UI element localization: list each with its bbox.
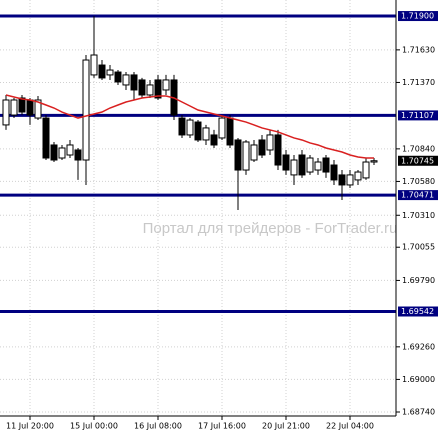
candle-body xyxy=(26,99,34,116)
y-tick-label: 1.71630 xyxy=(402,45,435,54)
candle-body xyxy=(194,121,202,141)
x-tick-label: 15 Jul 00:00 xyxy=(70,422,118,431)
candle-body xyxy=(338,174,346,186)
level-label-bg xyxy=(398,190,438,201)
candle-body xyxy=(2,99,10,126)
level-label-bg xyxy=(398,306,438,317)
candle-body xyxy=(362,161,370,179)
candle-body xyxy=(210,134,218,146)
candle-body xyxy=(34,99,42,119)
candle-body xyxy=(178,117,186,136)
x-tick-label: 17 Jul 16:00 xyxy=(198,422,246,431)
candle-body xyxy=(98,64,106,79)
x-tick-label: 11 Jul 20:00 xyxy=(6,422,54,431)
candle-body xyxy=(242,141,250,171)
candle-body xyxy=(58,147,66,159)
candle-body xyxy=(226,117,234,146)
candle-body xyxy=(250,144,258,161)
candle-body xyxy=(42,117,50,159)
candle-body xyxy=(138,79,146,96)
y-tick-label: 1.68740 xyxy=(402,407,435,416)
y-tick-label: 1.71370 xyxy=(402,78,435,87)
candle-body xyxy=(50,144,58,161)
candle-body xyxy=(122,74,130,86)
candle-body xyxy=(298,154,306,176)
candle-body xyxy=(370,160,378,163)
candle-body xyxy=(306,157,314,173)
candle-body xyxy=(106,69,114,76)
candle-body xyxy=(346,174,354,186)
y-tick-label: 1.69790 xyxy=(402,276,435,285)
candle-body xyxy=(74,149,82,161)
candle-body xyxy=(266,134,274,151)
candle-body xyxy=(202,127,210,141)
candle-body xyxy=(234,139,242,171)
candle-body xyxy=(82,59,90,161)
candle-body xyxy=(354,171,362,181)
y-tick-label: 1.70580 xyxy=(402,177,435,186)
current-price-label: 1.70745 xyxy=(401,156,434,165)
candle-body xyxy=(274,134,282,166)
candle-body xyxy=(290,159,298,176)
candle-body xyxy=(322,157,330,173)
watermark: Портал для трейдеров - ForTrader.ru xyxy=(143,220,398,237)
candle-body xyxy=(186,119,194,136)
candle-body xyxy=(154,79,162,99)
current-price-bg xyxy=(398,155,438,166)
candle-body xyxy=(90,54,98,76)
candle-body xyxy=(330,164,338,181)
y-tick-label: 1.70310 xyxy=(402,211,435,220)
level-label: 1.71107 xyxy=(401,111,434,120)
level-label: 1.70471 xyxy=(401,191,434,200)
level-label-bg xyxy=(398,11,438,22)
y-tick-label: 1.69260 xyxy=(402,342,435,351)
x-tick-label: 22 Jul 04:00 xyxy=(326,422,374,431)
y-tick-label: 1.69000 xyxy=(402,375,435,384)
candle-body xyxy=(282,154,290,171)
y-tick-label: 1.70840 xyxy=(402,144,435,153)
candle-body xyxy=(10,99,18,116)
candle-body xyxy=(258,139,266,156)
level-label-bg xyxy=(398,110,438,121)
candle-body xyxy=(18,97,26,113)
candle-body xyxy=(130,74,138,91)
candle-body xyxy=(314,161,322,171)
candle-body xyxy=(66,144,74,156)
candle-body xyxy=(218,117,226,139)
candle-body xyxy=(146,84,154,96)
level-label: 1.71900 xyxy=(401,12,434,21)
x-tick-label: 16 Jul 08:00 xyxy=(134,422,182,431)
level-label: 1.69542 xyxy=(401,307,434,316)
y-tick-label: 1.70055 xyxy=(402,243,435,252)
moving-average xyxy=(5,94,374,159)
candle-body xyxy=(114,71,122,83)
x-tick-label: 20 Jul 21:00 xyxy=(262,422,310,431)
candle-body xyxy=(162,79,170,91)
